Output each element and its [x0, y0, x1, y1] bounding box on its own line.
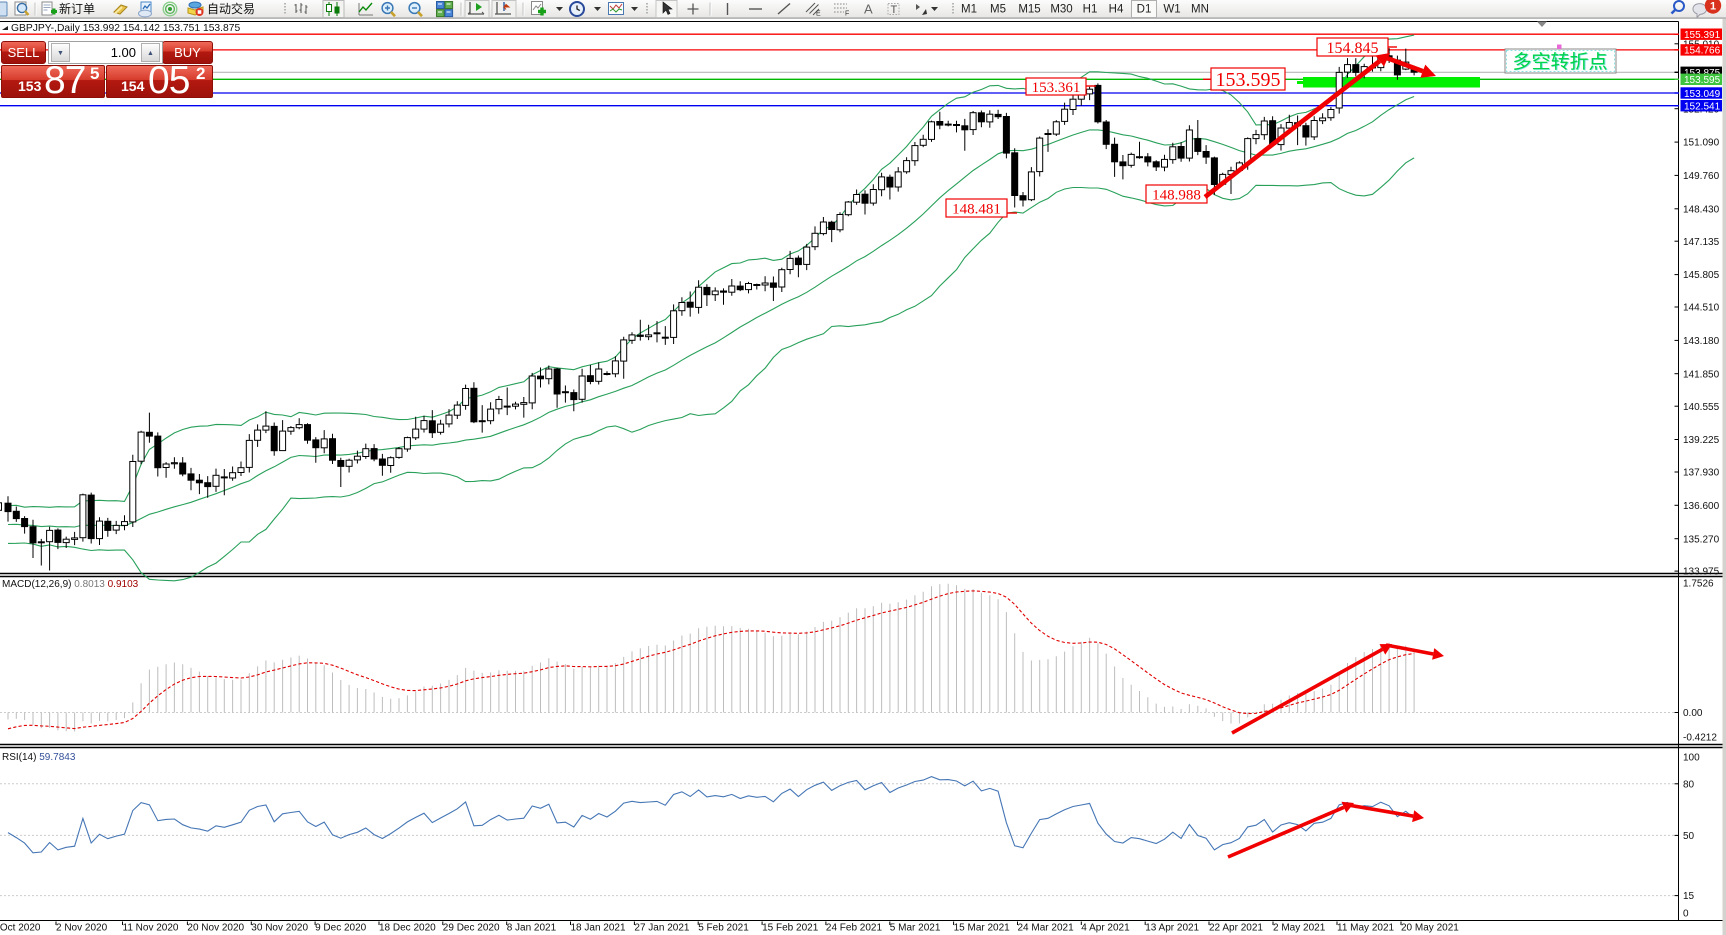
svg-text:153.595: 153.595 [1216, 69, 1281, 91]
svg-text:140.555: 140.555 [1683, 402, 1720, 413]
svg-text:11 Nov 2020: 11 Nov 2020 [123, 923, 179, 934]
svg-text:100: 100 [1683, 753, 1700, 764]
svg-text:18 Jan 2021: 18 Jan 2021 [571, 923, 626, 934]
svg-text:1.7526: 1.7526 [1683, 579, 1714, 590]
svg-text:133.975: 133.975 [1683, 567, 1720, 578]
svg-text:141.850: 141.850 [1683, 369, 1720, 380]
svg-text:15 Mar 2021: 15 Mar 2021 [954, 923, 1011, 934]
svg-text:0.00: 0.00 [1683, 708, 1703, 719]
svg-text:新订单: 新订单 [59, 1, 95, 16]
svg-text:144.510: 144.510 [1683, 303, 1720, 314]
svg-text:W1: W1 [1163, 4, 1180, 16]
svg-text:M15: M15 [1018, 4, 1040, 16]
svg-text:D1: D1 [1137, 4, 1152, 16]
svg-text:148.481: 148.481 [952, 201, 1001, 217]
svg-text:149.760: 149.760 [1683, 171, 1720, 182]
svg-text:50: 50 [1683, 831, 1695, 842]
svg-text:T: T [891, 4, 898, 16]
svg-text:15: 15 [1683, 891, 1695, 902]
svg-text:11 May 2021: 11 May 2021 [1337, 923, 1395, 934]
svg-text:26 Oct 2020: 26 Oct 2020 [0, 923, 41, 934]
svg-text:154.766: 154.766 [1684, 46, 1721, 57]
svg-text:8 Jan 2021: 8 Jan 2021 [507, 923, 557, 934]
svg-text:2 Nov 2020: 2 Nov 2020 [56, 923, 108, 934]
svg-text:13 Apr 2021: 13 Apr 2021 [1145, 923, 1199, 934]
svg-text:M5: M5 [990, 4, 1006, 16]
svg-text:137.930: 137.930 [1683, 468, 1720, 479]
svg-text:M1: M1 [961, 4, 977, 16]
svg-text:MN: MN [1191, 4, 1209, 16]
svg-text:154.845: 154.845 [1327, 40, 1379, 57]
svg-text:145.805: 145.805 [1683, 270, 1720, 281]
svg-text:135.270: 135.270 [1683, 534, 1720, 545]
svg-text:22 Apr 2021: 22 Apr 2021 [1209, 923, 1263, 934]
svg-text:MACD(12,26,9) 0.8013 0.9103: MACD(12,26,9) 0.8013 0.9103 [2, 579, 139, 590]
svg-text:151.090: 151.090 [1683, 138, 1720, 149]
svg-text:5 Mar 2021: 5 Mar 2021 [890, 923, 941, 934]
svg-text:153.049: 153.049 [1684, 89, 1721, 100]
svg-text:27 Jan 2021: 27 Jan 2021 [634, 923, 689, 934]
svg-text:15 Feb 2021: 15 Feb 2021 [762, 923, 819, 934]
svg-text:自动交易: 自动交易 [207, 1, 255, 16]
svg-text:-0.4212: -0.4212 [1683, 733, 1717, 744]
svg-text:147.135: 147.135 [1683, 237, 1720, 248]
svg-text:139.225: 139.225 [1683, 435, 1720, 446]
svg-text:5 Feb 2021: 5 Feb 2021 [698, 923, 749, 934]
svg-text:148.988: 148.988 [1152, 187, 1201, 203]
svg-text:29 Dec 2020: 29 Dec 2020 [443, 923, 500, 934]
svg-text:80: 80 [1683, 779, 1695, 790]
svg-text:143.180: 143.180 [1683, 336, 1720, 347]
svg-text:153.361: 153.361 [1032, 80, 1081, 96]
svg-text:4 Apr 2021: 4 Apr 2021 [1081, 923, 1130, 934]
svg-text:GBPJPY-,Daily 153.992 154.142: GBPJPY-,Daily 153.992 154.142 153.751 15… [11, 23, 240, 34]
svg-text:1: 1 [1710, 1, 1716, 13]
svg-text:E: E [816, 11, 821, 18]
svg-text:H4: H4 [1109, 4, 1124, 16]
svg-text:24 Mar 2021: 24 Mar 2021 [1018, 923, 1075, 934]
svg-text:F: F [845, 11, 849, 18]
svg-text:H1: H1 [1083, 4, 1098, 16]
svg-text:2 May 2021: 2 May 2021 [1273, 923, 1326, 934]
svg-text:0: 0 [1683, 909, 1689, 920]
svg-text:18 Dec 2020: 18 Dec 2020 [379, 923, 436, 934]
svg-text:20 Nov 2020: 20 Nov 2020 [187, 923, 244, 934]
svg-text:多空转折点: 多空转折点 [1513, 52, 1608, 74]
svg-text:9 Dec 2020: 9 Dec 2020 [315, 923, 367, 934]
svg-text:M30: M30 [1050, 4, 1072, 16]
svg-text:20 May 2021: 20 May 2021 [1401, 923, 1459, 934]
svg-text:155.391: 155.391 [1684, 30, 1721, 41]
svg-text:24 Feb 2021: 24 Feb 2021 [826, 923, 883, 934]
svg-text:RSI(14) 59.7843: RSI(14) 59.7843 [2, 752, 76, 763]
svg-text:A: A [864, 2, 873, 17]
svg-text:152.541: 152.541 [1684, 102, 1721, 113]
svg-text:136.600: 136.600 [1683, 501, 1720, 512]
svg-text:30 Nov 2020: 30 Nov 2020 [251, 923, 308, 934]
svg-text:153.595: 153.595 [1684, 75, 1721, 86]
svg-text:148.430: 148.430 [1683, 204, 1720, 215]
svg-text:多空转折点: 多空转折点 [1512, 51, 1607, 73]
